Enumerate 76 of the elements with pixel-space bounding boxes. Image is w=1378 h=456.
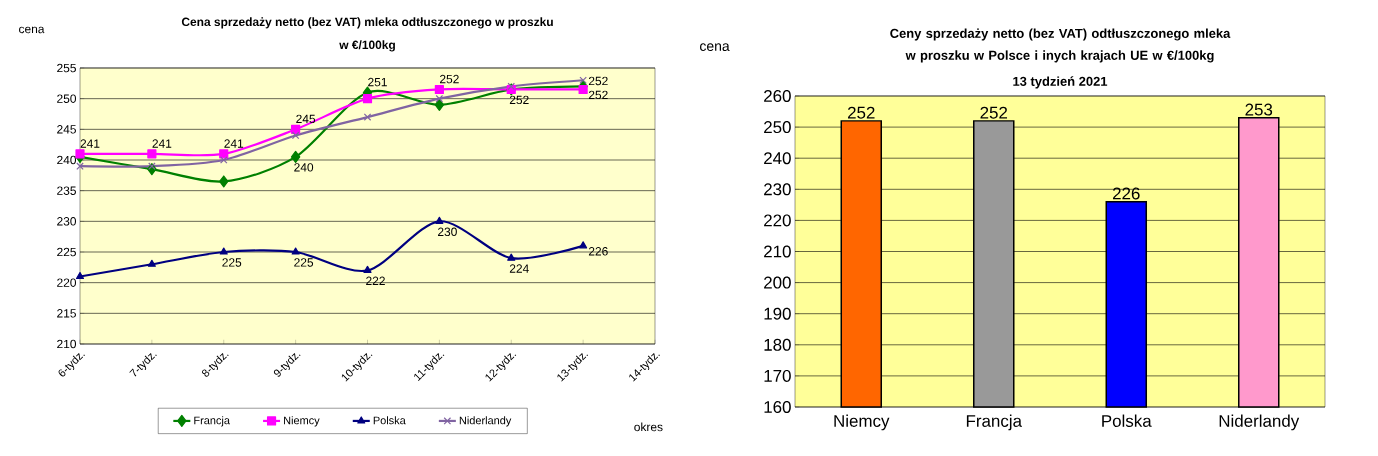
y-tick-label: 170 <box>764 369 791 382</box>
x-tick-label: Niemcy <box>834 414 890 431</box>
y-tick-label: 240 <box>764 152 791 165</box>
y-axis-title: cena <box>19 26 45 34</box>
y-tick-label: 220 <box>57 278 77 287</box>
x-tick-label: Niderlandy <box>1219 414 1300 431</box>
data-label: 252 <box>509 95 529 105</box>
point <box>219 156 228 164</box>
point <box>362 94 373 104</box>
data-label: 240 <box>294 163 314 172</box>
x-tick-label: Polska <box>1102 414 1152 427</box>
point <box>434 84 444 95</box>
y-tick-label: 210 <box>764 245 791 258</box>
data-label: 241 <box>152 139 172 148</box>
data-label: 225 <box>222 258 242 267</box>
point <box>434 98 445 111</box>
y-tick-label: 180 <box>764 338 791 351</box>
y-tick-label: 230 <box>764 183 791 196</box>
point <box>219 247 228 255</box>
data-label: 245 <box>296 114 316 124</box>
point <box>578 84 588 95</box>
chart-title: Ceny sprzedaży netto (bez VAT) odtłuszczonego mleka w proszku w Polsce i inych krajach UE w €/100kg <box>890 28 1231 63</box>
y-tick-label: 220 <box>764 214 791 227</box>
chart-subtitle: w €/100kg <box>339 40 395 52</box>
y-tick-label: 225 <box>57 247 76 257</box>
y-tick-label: 230 <box>57 217 77 226</box>
point <box>363 265 372 273</box>
data-label: 252 <box>847 106 875 119</box>
point <box>219 175 229 188</box>
y-axis-title: cena <box>700 43 730 51</box>
data-label: 252 <box>588 90 608 100</box>
y-tick-label: 200 <box>764 276 791 289</box>
y-tick-label: 215 <box>57 309 76 318</box>
data-label: 252 <box>440 74 459 84</box>
y-tick-label: 160 <box>764 401 791 413</box>
point <box>147 149 157 159</box>
data-label: 222 <box>366 276 385 285</box>
x-axis-title: okres <box>634 422 663 432</box>
point <box>363 113 372 121</box>
point <box>290 150 301 164</box>
point <box>76 162 84 170</box>
data-label: 230 <box>438 227 457 236</box>
point <box>507 82 516 91</box>
y-tick-label: 245 <box>57 125 76 134</box>
data-label: 225 <box>294 258 314 267</box>
chart-subtitle: 13 tydzień 2021 <box>1013 76 1108 89</box>
y-tick-label: 255 <box>57 63 76 73</box>
point <box>75 149 85 159</box>
point <box>147 259 156 267</box>
point <box>291 131 300 140</box>
chart-title: Cena sprzedaży netto (bez VAT) mleka odtłuszczonego w proszku <box>181 17 553 29</box>
x-tick-label: Francja <box>966 414 1022 431</box>
point <box>579 76 587 85</box>
data-label: 241 <box>80 139 100 148</box>
point <box>219 149 229 159</box>
point <box>291 247 300 255</box>
data-label: 251 <box>368 77 387 87</box>
data-label: 224 <box>509 264 529 273</box>
data-label: 226 <box>588 247 608 256</box>
y-tick-label: 210 <box>57 339 77 349</box>
y-tick-label: 250 <box>764 121 791 134</box>
y-tick-label: 190 <box>764 307 791 320</box>
point <box>75 271 85 280</box>
y-tick-label: 240 <box>57 155 77 165</box>
data-label: 226 <box>1112 187 1140 200</box>
data-label: 253 <box>1245 103 1273 116</box>
data-label: 252 <box>980 106 1008 119</box>
y-tick-label: 235 <box>57 186 76 195</box>
point <box>435 94 444 103</box>
y-tick-label: 260 <box>764 90 791 102</box>
data-label: 252 <box>588 76 608 86</box>
data-label: 241 <box>224 139 244 148</box>
point <box>579 241 588 249</box>
y-tick-label: 250 <box>57 94 77 103</box>
point <box>507 253 516 261</box>
point <box>435 216 444 224</box>
